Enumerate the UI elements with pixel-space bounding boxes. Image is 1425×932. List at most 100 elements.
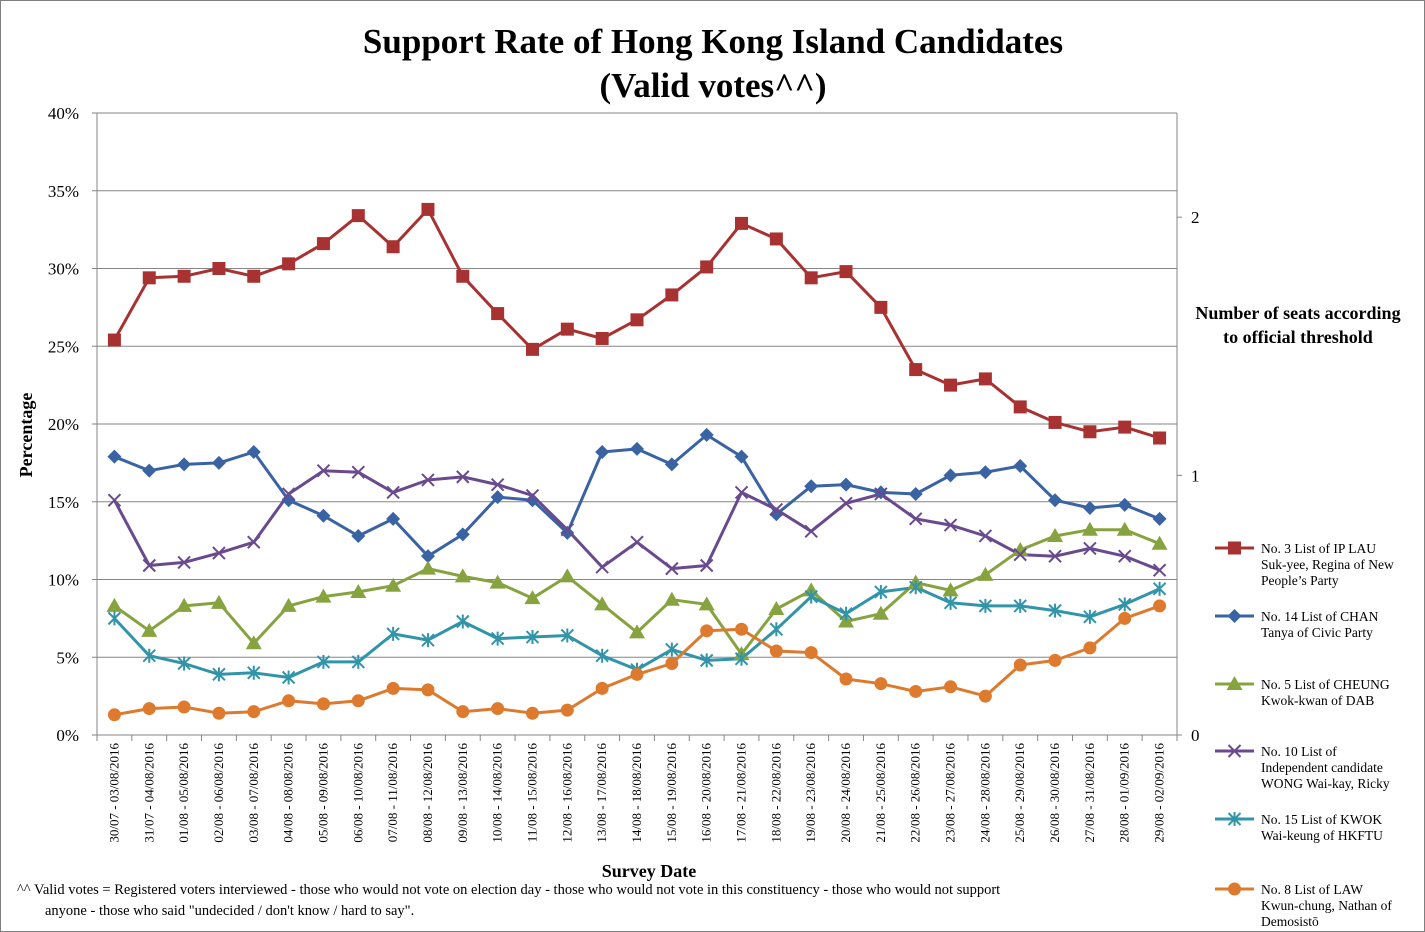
data-point <box>700 260 714 274</box>
data-point <box>769 502 784 517</box>
legend-label: No. 3 List of IP LAU <box>1261 541 1376 556</box>
data-point <box>1228 882 1241 896</box>
data-point <box>909 363 923 377</box>
data-point <box>247 705 261 719</box>
x-tick-label: 14/08 - 18/08/2016 <box>629 743 644 843</box>
data-point <box>106 597 123 612</box>
x-tick-label: 16/08 - 20/08/2016 <box>699 743 714 843</box>
data-point <box>386 485 400 500</box>
x-tick-label: 01/08 - 05/08/2016 <box>176 743 191 843</box>
data-point <box>1227 744 1242 758</box>
data-point <box>316 697 330 711</box>
x-tick-label: 15/08 - 19/08/2016 <box>664 743 679 843</box>
series-markers-group <box>107 463 1167 577</box>
data-point <box>839 496 853 511</box>
data-point <box>1081 521 1098 536</box>
data-point <box>1118 597 1132 612</box>
data-point <box>804 479 819 494</box>
data-point <box>839 477 854 492</box>
data-point <box>421 202 435 216</box>
data-point <box>629 624 645 639</box>
data-point <box>246 444 261 459</box>
data-point <box>560 525 575 540</box>
data-point <box>386 511 401 526</box>
data-point <box>665 288 679 302</box>
y-tick-label: 25% <box>48 337 79 356</box>
data-point <box>873 485 888 500</box>
data-point <box>142 702 156 716</box>
y-tick-label: 5% <box>56 648 79 667</box>
data-point <box>142 648 156 663</box>
data-point <box>944 680 958 694</box>
data-point <box>316 237 330 251</box>
data-point <box>1048 549 1062 563</box>
data-point <box>1227 609 1242 623</box>
x-tick-label: 08/08 - 12/08/2016 <box>420 743 435 843</box>
y-tick-label: 15% <box>48 493 79 512</box>
footnote-line-2: anyone - those who said "undecided / don… <box>45 903 414 919</box>
data-point <box>107 333 121 347</box>
data-point <box>177 700 191 714</box>
data-point <box>524 590 541 605</box>
data-point <box>281 487 296 501</box>
data-point <box>177 457 192 472</box>
data-point <box>142 558 156 573</box>
data-point <box>664 457 679 472</box>
data-point <box>1013 658 1027 672</box>
data-point <box>1228 541 1241 555</box>
data-point <box>1013 598 1027 613</box>
data-point <box>1151 535 1168 550</box>
legend-label: Wai-keung of HKFTU <box>1261 828 1383 843</box>
data-point <box>630 667 644 681</box>
y2-tick-label: 0 <box>1191 726 1200 745</box>
data-point <box>769 507 784 522</box>
secondary-axis-label-line-1: Number of seats according <box>1195 303 1400 323</box>
data-point <box>663 591 680 606</box>
data-point <box>1083 425 1097 439</box>
data-point <box>699 653 714 668</box>
data-point <box>769 644 783 658</box>
data-point <box>316 654 331 669</box>
data-point <box>351 694 365 708</box>
data-point <box>489 574 506 589</box>
data-point <box>280 597 297 612</box>
footnote-line-1: ^^ Valid votes = Registered voters inter… <box>17 882 1000 898</box>
data-point <box>455 527 470 542</box>
data-point <box>107 708 121 722</box>
x-tick-label: 26/08 - 30/08/2016 <box>1047 743 1062 843</box>
data-point <box>525 706 539 720</box>
x-tick-label: 12/08 - 16/08/2016 <box>559 743 574 843</box>
data-point <box>665 642 679 657</box>
y-tick-label: 40% <box>48 104 79 123</box>
data-point <box>1048 603 1062 618</box>
x-tick-label: 02/08 - 06/08/2016 <box>211 743 226 843</box>
data-point <box>909 580 923 595</box>
data-point <box>735 216 749 230</box>
series-markers-group <box>107 427 1167 564</box>
data-point <box>142 271 156 285</box>
data-point <box>769 232 783 246</box>
data-point <box>351 465 365 479</box>
x-tick-label: 03/08 - 07/08/2016 <box>246 743 261 843</box>
data-point <box>595 681 609 695</box>
footnote: ^^ Valid votes = Registered voters inter… <box>17 882 1000 919</box>
data-point <box>595 560 609 574</box>
legend-label: Demosistō <box>1261 914 1319 929</box>
data-point <box>978 529 993 543</box>
data-point <box>211 455 226 470</box>
data-point <box>1153 599 1167 613</box>
x-tick-label: 06/08 - 10/08/2016 <box>350 743 365 843</box>
data-point <box>735 622 749 636</box>
data-point <box>942 582 959 597</box>
data-point <box>594 596 611 611</box>
data-point <box>107 493 122 507</box>
data-point <box>245 635 262 650</box>
y-tick-label: 20% <box>48 415 79 434</box>
data-point <box>560 703 574 717</box>
x-tick-label: 17/08 - 21/08/2016 <box>734 743 749 843</box>
